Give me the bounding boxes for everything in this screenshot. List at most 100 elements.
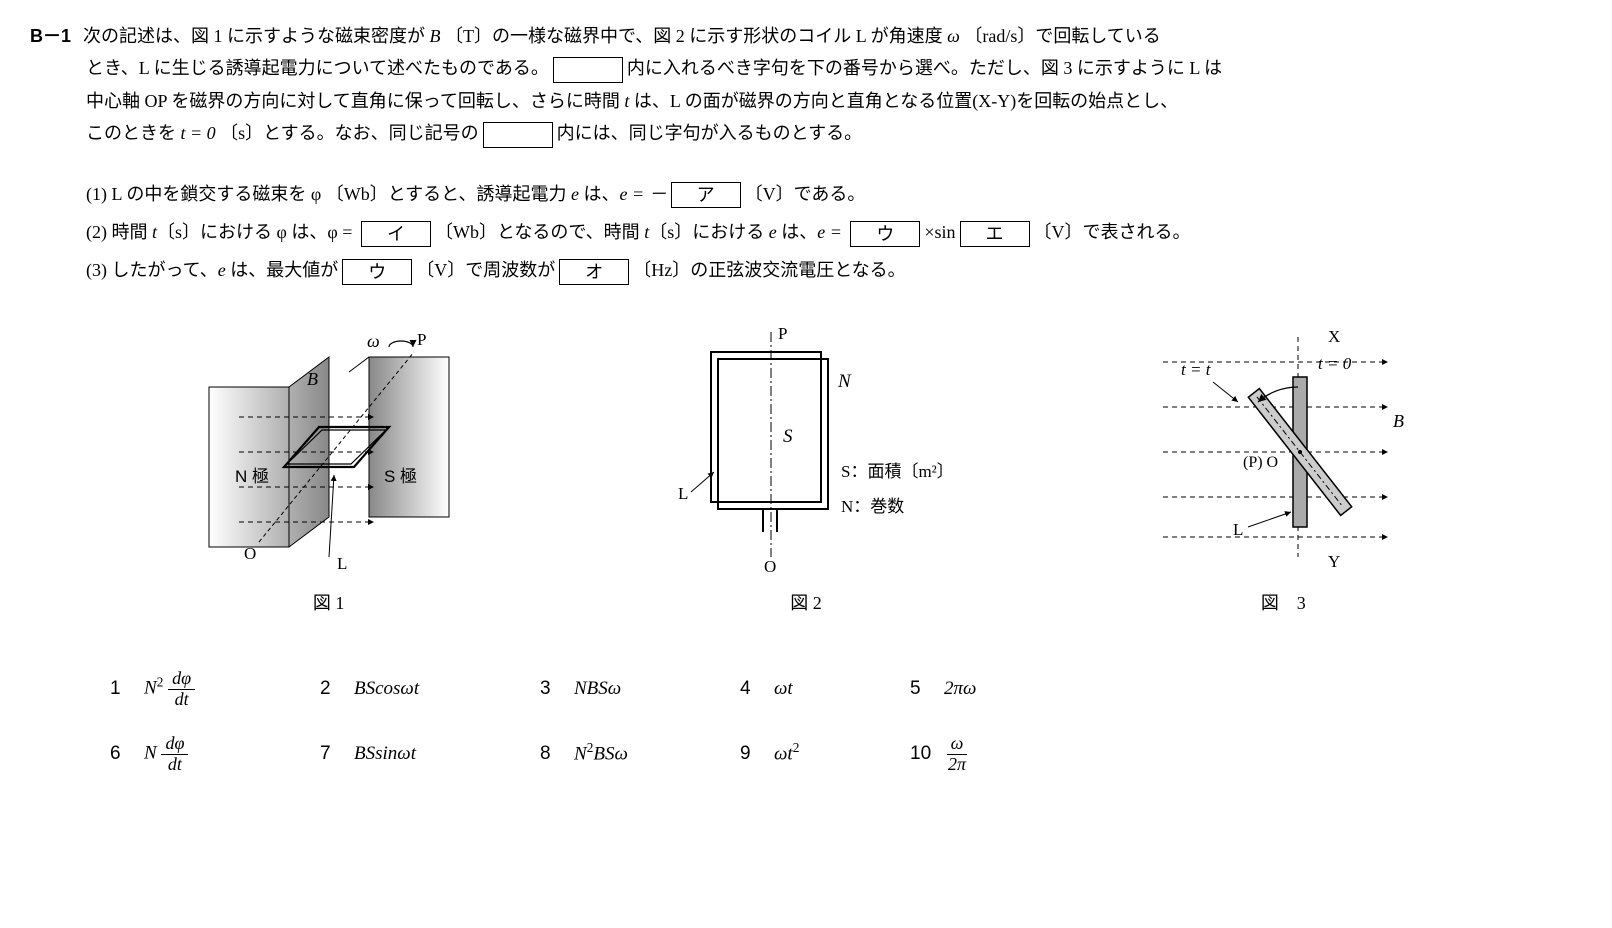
fig2-N: N: [837, 371, 852, 392]
fig1-omega: ω: [367, 331, 380, 351]
figure-2: P O N S L S：面積〔m²〕 N：巻数 図 2: [656, 317, 956, 619]
intro-2a: とき、L に生じる誘導起電力について述べたものである。: [86, 58, 549, 78]
fig3-t0: t = 0: [1318, 354, 1352, 373]
problem-id: B－1: [30, 20, 71, 52]
option-3: 3 NBSω: [540, 669, 740, 710]
intro-1b: 〔T〕の一様な磁界中で、図 2 に示す形状のコイル L が角速度: [441, 26, 948, 46]
item2-c: 〔Wb〕となるので、時間: [435, 222, 644, 242]
opt8-num: 8: [540, 737, 564, 771]
option-4: 4 ωt: [740, 669, 910, 710]
opt4-num: 4: [740, 672, 764, 706]
intro-4c: 内には、同じ字句が入るものとする。: [557, 123, 862, 143]
fig2-O: O: [764, 557, 776, 576]
opt1-num: 1: [110, 672, 134, 706]
opt10-expr: ω2π: [944, 734, 970, 775]
intro-3a: 中心軸 OP を磁界の方向に対して直角に保って回転し、さらに時間: [86, 91, 624, 111]
opt7-num: 7: [320, 737, 344, 771]
figures-row: N 極 S 極 B ω P O L 図 1: [30, 317, 1582, 619]
box-i: イ: [361, 221, 431, 247]
opt2-num: 2: [320, 672, 344, 706]
opt9-expr: ωt2: [774, 736, 799, 772]
item3-a: したがって、: [112, 260, 218, 280]
item2-a: 時間: [112, 222, 153, 242]
fig2-P: P: [778, 324, 787, 343]
problem-header: B－1 次の記述は、図 1 に示すような磁束密度が B 〔T〕の一様な磁界中で、…: [30, 20, 1582, 52]
opt1-expr: N2 dφdt: [144, 669, 195, 710]
fig1-spole: S 極: [384, 467, 417, 486]
opt3-expr: NBSω: [574, 672, 621, 706]
item2-g: ×sin: [924, 222, 955, 242]
intro-3b: は、L の面が磁界の方向と直角となる位置(X-Y)を回転の始点とし、: [629, 91, 1178, 111]
fig2-n-label: N：巻数: [841, 497, 904, 516]
fig1-L: L: [337, 554, 347, 573]
intro-2b: 内に入れるべき字句を下の番号から選べ。ただし、図 3 に示すように L は: [627, 58, 1222, 78]
fig1-npole: N 極: [235, 467, 269, 486]
item3-c: 〔V〕で周波数が: [416, 260, 555, 280]
intro-1c: 〔rad/s〕で回転している: [960, 26, 1161, 46]
box-e: エ: [960, 221, 1030, 247]
item2-h: 〔V〕で表される。: [1034, 222, 1191, 242]
figure-2-svg: P O N S L S：面積〔m²〕 N：巻数: [656, 317, 956, 577]
fig3-PO: (P) O: [1243, 454, 1278, 471]
box-o: オ: [559, 259, 629, 285]
box-u: ウ: [850, 221, 920, 247]
fig3-L: L: [1233, 520, 1243, 539]
fig3-B: B: [1393, 411, 1404, 431]
fig1-caption: 図 1: [313, 587, 345, 619]
option-1: 1 N2 dφdt: [110, 669, 320, 710]
option-7: 7 BSsinωt: [320, 734, 540, 775]
opt8-expr: N2BSω: [574, 736, 628, 772]
intro-4b: 〔s〕とする。なお、同じ記号の: [216, 123, 479, 143]
fig2-caption: 図 2: [790, 587, 822, 619]
item-3: (3) したがって、e は、最大値がウ〔V〕で周波数がオ〔Hz〕の正弦波交流電圧…: [86, 254, 1582, 286]
options-grid: 1 N2 dφdt 2 BScosωt 3 NBSω 4 ωt 5 2πω 6 …: [30, 669, 1582, 774]
fig2-S: S: [783, 426, 793, 447]
fig3-X: X: [1328, 327, 1340, 346]
figure-1-svg: N 極 S 極 B ω P O L: [179, 317, 479, 577]
opt4-expr: ωt: [774, 672, 793, 706]
intro-B: B: [430, 26, 441, 46]
item-1: (1) L の中を鎖交する磁束を φ 〔Wb〕とすると、誘導起電力 e は、e …: [86, 178, 1582, 210]
item2-d: 〔s〕における: [649, 222, 769, 242]
blank-box-2: [483, 122, 553, 148]
option-5: 5 2πω: [910, 669, 1070, 710]
opt6-expr: N dφdt: [144, 734, 188, 775]
option-8: 8 N2BSω: [540, 734, 740, 775]
intro-omega: ω: [947, 26, 960, 46]
fig3-tt: t = t: [1181, 360, 1212, 379]
problem-text: 次の記述は、図 1 に示すような磁束密度が B 〔T〕の一様な磁界中で、図 2 …: [83, 20, 1582, 52]
opt7-expr: BSsinωt: [354, 737, 416, 771]
item1-e: e: [571, 184, 579, 204]
item3-d: 〔Hz〕の正弦波交流電圧となる。: [633, 260, 905, 280]
fig1-B: B: [307, 369, 318, 389]
fig3-Y: Y: [1328, 552, 1340, 571]
box-a: ア: [671, 182, 741, 208]
figure-3-svg: X Y t = t t = 0 B (P) O L: [1133, 317, 1433, 577]
fig2-s-label: S：面積〔m²〕: [841, 462, 954, 481]
figure-1: N 極 S 極 B ω P O L 図 1: [179, 317, 479, 619]
item2-b: 〔s〕における φ は、φ =: [157, 222, 357, 242]
item1-num: (1): [86, 184, 107, 204]
item-2: (2) 時間 t〔s〕における φ は、φ = イ〔Wb〕となるので、時間 t〔…: [86, 216, 1582, 248]
item2-eq: e =: [817, 222, 846, 242]
fig2-L: L: [678, 484, 688, 503]
fig3-caption: 図 3: [1261, 587, 1306, 619]
sub-items: (1) L の中を鎖交する磁束を φ 〔Wb〕とすると、誘導起電力 e は、e …: [30, 178, 1582, 287]
opt5-expr: 2πω: [944, 672, 976, 706]
option-2: 2 BScosωt: [320, 669, 540, 710]
item3-b: は、最大値が: [226, 260, 339, 280]
item3-e: e: [218, 260, 226, 280]
item2-e: e: [769, 222, 777, 242]
item1-a: L の中を鎖交する磁束を φ 〔Wb〕とすると、誘導起電力: [112, 184, 571, 204]
item1-b: は、: [579, 184, 620, 204]
opt9-num: 9: [740, 737, 764, 771]
intro-4a: このときを: [86, 123, 181, 143]
opt10-num: 10: [910, 737, 934, 771]
item1-eq: e = －: [619, 184, 666, 204]
item3-num: (3): [86, 260, 107, 280]
item2-num: (2): [86, 222, 107, 242]
option-9: 9 ωt2: [740, 734, 910, 775]
blank-box: [553, 57, 623, 83]
option-10: 10 ω2π: [910, 734, 1070, 775]
opt5-num: 5: [910, 672, 934, 706]
